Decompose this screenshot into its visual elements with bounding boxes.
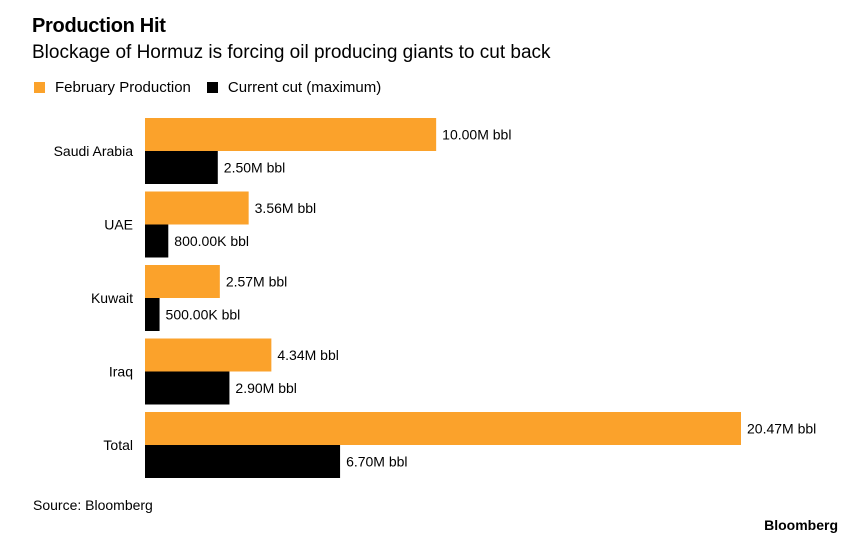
category-label-iraq: Iraq bbox=[109, 364, 133, 380]
chart-subtitle: Blockage of Hormuz is forcing oil produc… bbox=[32, 42, 551, 63]
category-label-saudi-arabia: Saudi Arabia bbox=[54, 143, 134, 159]
value-label-february-production-saudi-arabia: 10.00M bbl bbox=[442, 127, 511, 143]
legend-item-february-production: February Production bbox=[34, 79, 191, 96]
bar-february-production-total bbox=[145, 412, 741, 445]
bar-february-production-saudi-arabia bbox=[145, 118, 437, 151]
bar-current-cut-maximum-kuwait bbox=[145, 298, 160, 331]
value-label-february-production-iraq: 4.34M bbl bbox=[277, 347, 338, 363]
value-label-current-cut-maximum-total: 6.70M bbl bbox=[346, 454, 407, 470]
value-label-current-cut-maximum-kuwait: 500.00K bbl bbox=[166, 307, 241, 323]
legend-swatch-current-cut bbox=[206, 82, 218, 93]
bar-current-cut-maximum-total bbox=[145, 445, 341, 478]
value-label-current-cut-maximum-iraq: 2.90M bbl bbox=[235, 380, 296, 396]
category-label-total: Total bbox=[103, 437, 133, 453]
chart-title: Production Hit bbox=[32, 15, 166, 37]
legend-label-february-production: February Production bbox=[55, 79, 191, 96]
bar-february-production-uae bbox=[145, 191, 249, 225]
category-label-kuwait: Kuwait bbox=[91, 290, 133, 306]
bar-current-cut-maximum-iraq bbox=[145, 371, 230, 405]
category-label-uae: UAE bbox=[104, 217, 133, 233]
value-label-february-production-kuwait: 2.57M bbl bbox=[226, 274, 287, 290]
legend-swatch-february-production bbox=[34, 82, 45, 93]
value-label-current-cut-maximum-saudi-arabia: 2.50M bbl bbox=[224, 160, 285, 176]
value-label-february-production-uae: 3.56M bbl bbox=[255, 200, 316, 216]
bar-february-production-iraq bbox=[145, 338, 272, 372]
brand-logo: Bloomberg bbox=[764, 517, 838, 533]
legend-item-current-cut: Current cut (maximum) bbox=[206, 79, 382, 96]
bar-current-cut-maximum-saudi-arabia bbox=[145, 151, 218, 184]
value-label-february-production-total: 20.47M bbl bbox=[747, 421, 816, 437]
legend-label-current-cut: Current cut (maximum) bbox=[227, 79, 382, 96]
bar-february-production-kuwait bbox=[145, 265, 220, 298]
bar-current-cut-maximum-uae bbox=[145, 224, 169, 258]
value-label-current-cut-maximum-uae: 800.00K bbl bbox=[174, 233, 249, 249]
source-note: Source: Bloomberg bbox=[33, 497, 153, 513]
legend: February Production Current cut (maximum… bbox=[34, 79, 397, 96]
